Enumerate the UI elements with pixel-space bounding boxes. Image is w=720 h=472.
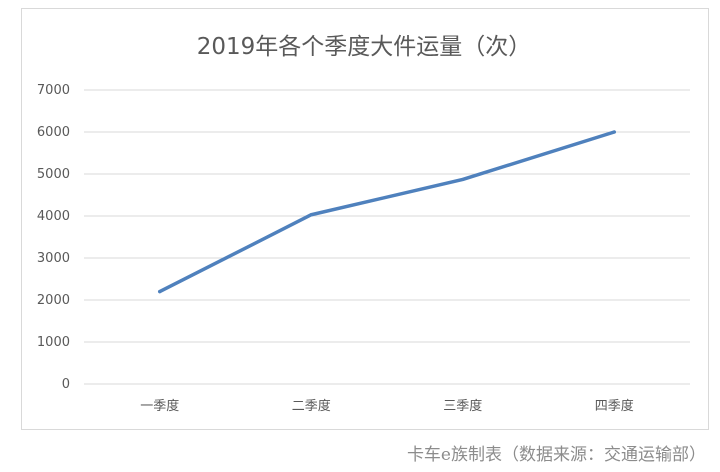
chart-title: 2019年各个季度大件运量（次） xyxy=(197,34,532,60)
x-axis-tick-labels: 一季度 二季度 三季度 四季度 xyxy=(140,398,634,414)
y-tick-label: 6000 xyxy=(37,125,70,140)
y-tick-label: 2000 xyxy=(37,293,70,308)
y-axis-tick-labels: 0 1000 2000 3000 4000 5000 6000 7000 xyxy=(37,83,70,392)
chart-frame xyxy=(21,8,709,430)
data-point xyxy=(461,177,465,182)
x-tick-label: 四季度 xyxy=(595,398,634,414)
y-tick-label: 4000 xyxy=(37,209,70,224)
data-point xyxy=(158,290,162,294)
line-chart: 2019年各个季度大件运量（次） 0 1000 2000 3000 4000 5000 60… xyxy=(37,34,690,414)
y-tick-label: 3000 xyxy=(37,251,70,266)
source-note: 卡车e族制表（数据来源：交通运输部） xyxy=(406,445,706,465)
data-point xyxy=(309,213,313,217)
x-tick-label: 一季度 xyxy=(140,398,179,414)
y-tick-label: 7000 xyxy=(37,83,70,98)
x-tick-label: 二季度 xyxy=(292,398,331,414)
series-group xyxy=(158,130,616,294)
data-point xyxy=(612,130,616,134)
y-tick-label: 0 xyxy=(62,377,70,392)
x-tick-label: 三季度 xyxy=(443,398,482,414)
gridlines xyxy=(84,89,690,385)
y-tick-label: 1000 xyxy=(37,335,70,350)
series-line xyxy=(158,130,616,294)
y-tick-label: 5000 xyxy=(37,167,70,182)
